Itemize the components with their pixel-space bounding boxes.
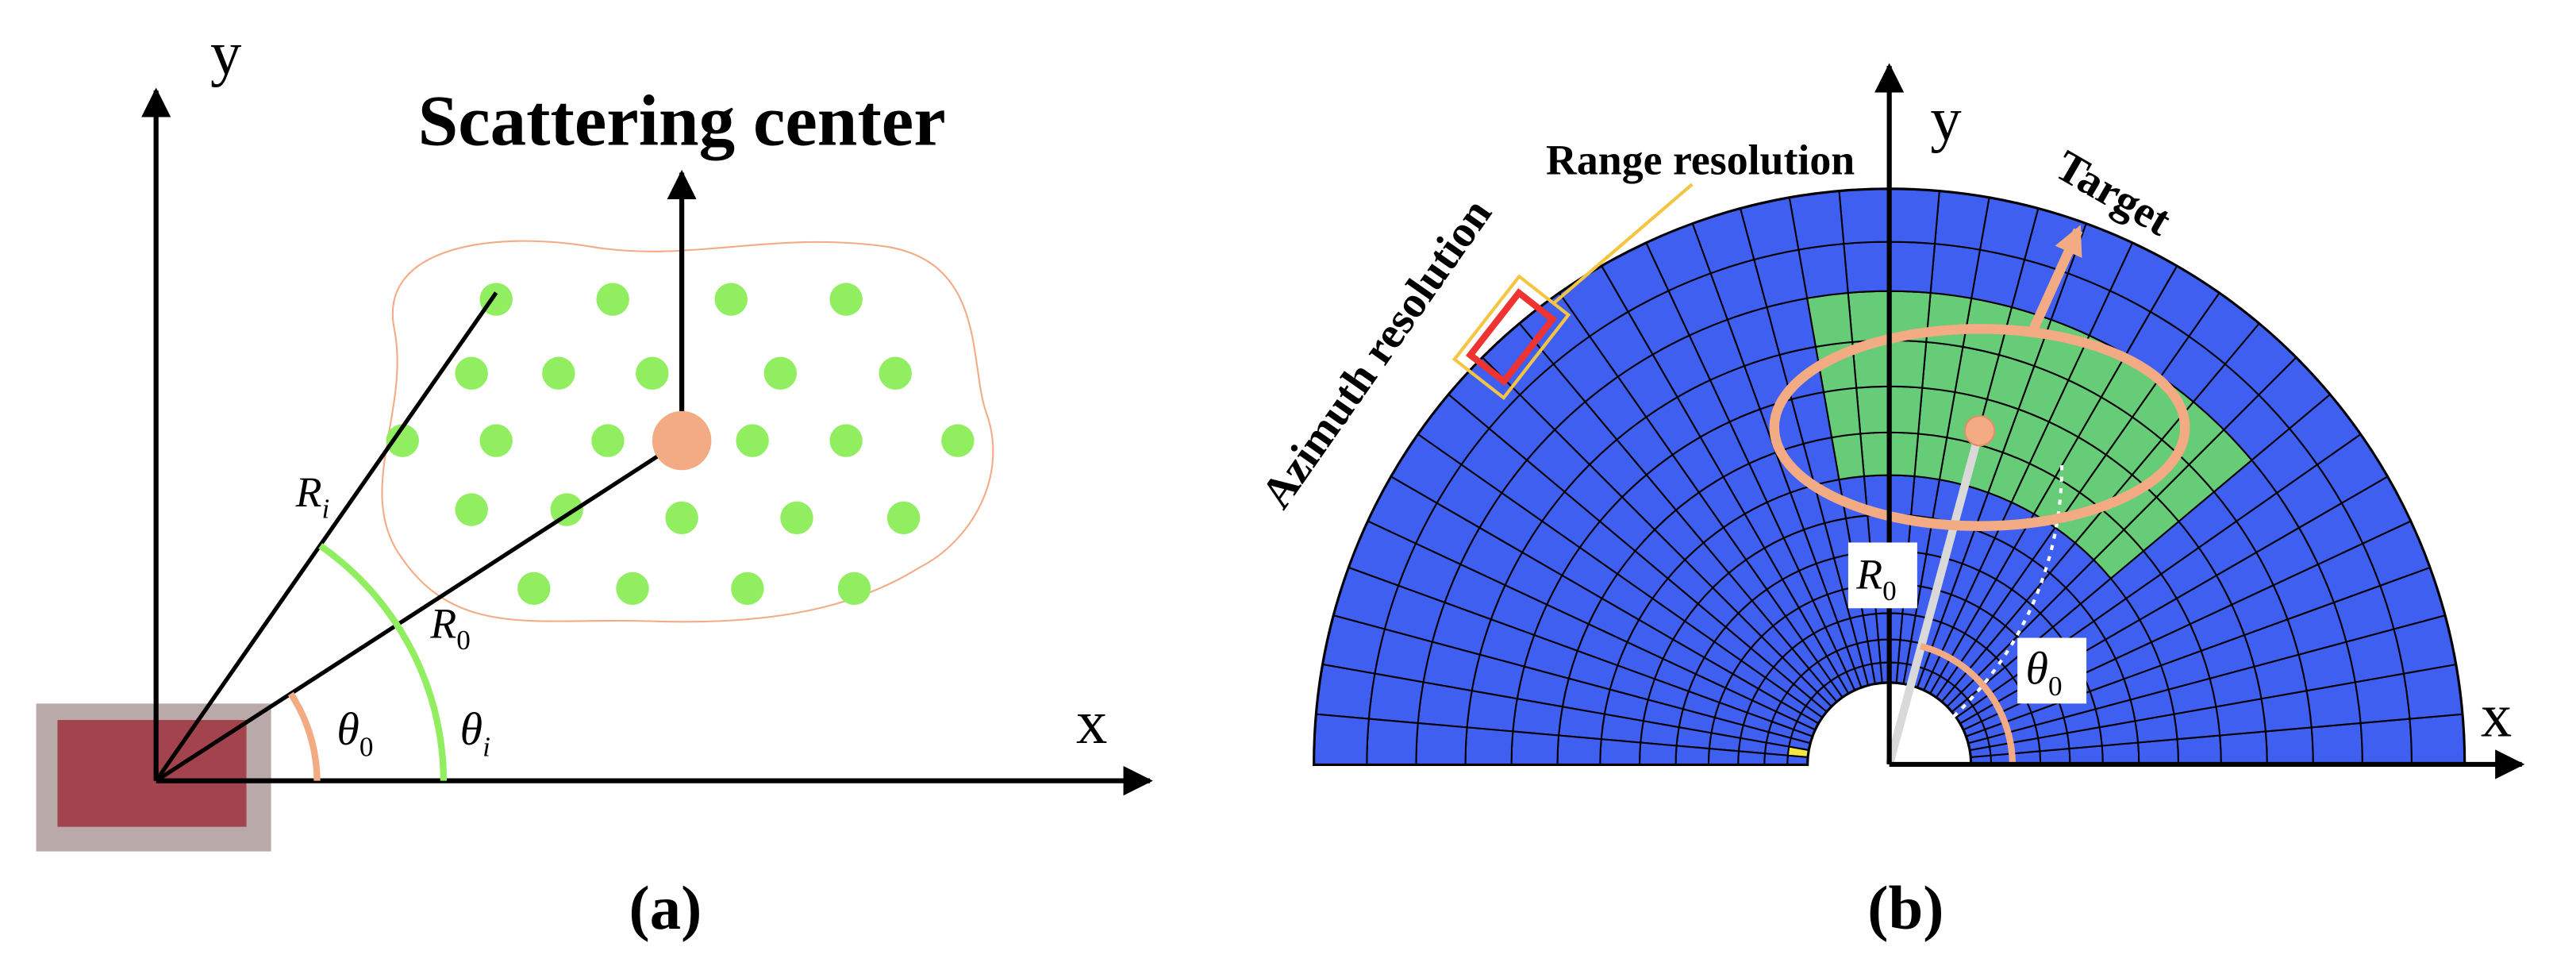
- range-cell: [1843, 241, 1890, 294]
- range-cell: [1510, 730, 1560, 765]
- range-cell: [1737, 750, 1767, 765]
- theta-i-arc: [318, 543, 448, 781]
- range-cell: [1464, 726, 1514, 765]
- target-outline: [381, 240, 994, 623]
- target-cell: [1888, 385, 1924, 435]
- target-cell: [1925, 291, 1973, 348]
- r-i-label: Ri: [295, 468, 330, 524]
- range-cell: [1838, 188, 1890, 245]
- scatter-point: [780, 501, 813, 535]
- scatter-point: [596, 283, 629, 316]
- range-cell: [1466, 689, 1518, 733]
- range-cell: [1707, 747, 1740, 765]
- scatter-point: [829, 424, 863, 457]
- range-resolution-label: Range resolution: [1546, 137, 1855, 184]
- range-cell: [1556, 734, 1602, 765]
- resolution-cell: [1451, 274, 1571, 401]
- caption-a: (a): [629, 874, 702, 943]
- target-ellipse: [1769, 324, 2190, 531]
- range-cell: [2359, 718, 2413, 765]
- theta-i-label: θi: [460, 703, 490, 762]
- scatter-points: [386, 283, 975, 606]
- r-0-label: R0: [429, 600, 470, 656]
- scatter-point: [455, 356, 488, 390]
- range-cell: [1933, 191, 1990, 251]
- target-cell: [1921, 341, 1964, 394]
- range-cell: [2176, 734, 2222, 765]
- range-cell: [1417, 681, 1473, 729]
- scatter-point: [455, 493, 488, 526]
- radar-board: [57, 720, 247, 827]
- cell-outline: [1451, 274, 1571, 401]
- scatter-point: [763, 356, 798, 390]
- r-0-box: [1847, 542, 1917, 609]
- theta-0-label: θ0: [336, 703, 373, 762]
- range-cell: [1888, 474, 1916, 517]
- theta-0-label: θ0: [2025, 642, 2062, 701]
- scatter-point: [636, 356, 669, 390]
- range-cell: [1599, 738, 1642, 765]
- range-cell: [2264, 726, 2314, 765]
- scatter-point: [591, 424, 625, 457]
- range-cell: [2310, 722, 2363, 765]
- range-cell: [2137, 738, 2180, 765]
- scatter-point: [879, 356, 912, 390]
- x-label: x: [2481, 682, 2512, 751]
- cell-box: [1465, 288, 1558, 387]
- scatter-point: [542, 356, 575, 390]
- panel-a: y x Scattering center Ri R0 θ0 θi (a): [36, 19, 1153, 943]
- caption-b: (b): [1867, 874, 1944, 943]
- title: Scattering center: [418, 80, 946, 160]
- range-cell: [1367, 672, 1424, 725]
- target-arrow: [2028, 225, 2083, 335]
- scatter-point: [731, 572, 764, 606]
- range-line-i: [154, 291, 498, 783]
- range-cell: [1415, 722, 1468, 765]
- target-cell: [1888, 339, 1928, 389]
- scatter-point: [517, 572, 551, 606]
- r-0-label: R0: [1855, 550, 1896, 606]
- range-cell: [1313, 713, 1370, 765]
- target-cell: [1855, 385, 1890, 435]
- scattering-center: [652, 410, 712, 471]
- panel-b: y x Range resolution Azimuth resolution …: [1251, 63, 2525, 943]
- target-cell: [1847, 290, 1890, 343]
- target-cell: [1888, 431, 1920, 478]
- range-cell: [1315, 663, 1376, 720]
- scatter-point: [386, 424, 419, 457]
- range-leader: [1551, 183, 1694, 306]
- scatter-point: [886, 501, 921, 535]
- target-center: [1963, 415, 1996, 447]
- scatter-point: [736, 424, 769, 457]
- theta-0-arc: [1919, 642, 2017, 764]
- target-cell: [1859, 431, 1890, 478]
- theta-0-box: [2017, 637, 2087, 704]
- theta-0-arc: [287, 691, 321, 781]
- target-range: [1885, 429, 1984, 766]
- range-cell: [1366, 718, 1419, 765]
- x-label: x: [1076, 688, 1107, 757]
- scatter-point: [714, 283, 748, 316]
- range-cell: [1888, 241, 1936, 294]
- range-cell: [1674, 745, 1710, 765]
- scatter-point: [479, 424, 513, 457]
- range-cell: [1786, 754, 1809, 765]
- scatter-point: [837, 572, 871, 606]
- scatter-point: [941, 424, 975, 457]
- range-cell: [1888, 188, 1940, 245]
- scatter-point: [829, 283, 863, 316]
- scatter-point: [550, 493, 583, 526]
- range-cell: [1929, 243, 1982, 299]
- range-cell: [1763, 753, 1789, 765]
- range-cell: [2409, 713, 2466, 765]
- range-cell: [2219, 730, 2268, 765]
- range-cell: [1638, 741, 1678, 765]
- y-label: y: [210, 19, 242, 88]
- scatter-point: [665, 501, 698, 535]
- scatter-point: [616, 572, 649, 606]
- range-line-0: [155, 438, 683, 783]
- y-label: y: [1930, 85, 1962, 154]
